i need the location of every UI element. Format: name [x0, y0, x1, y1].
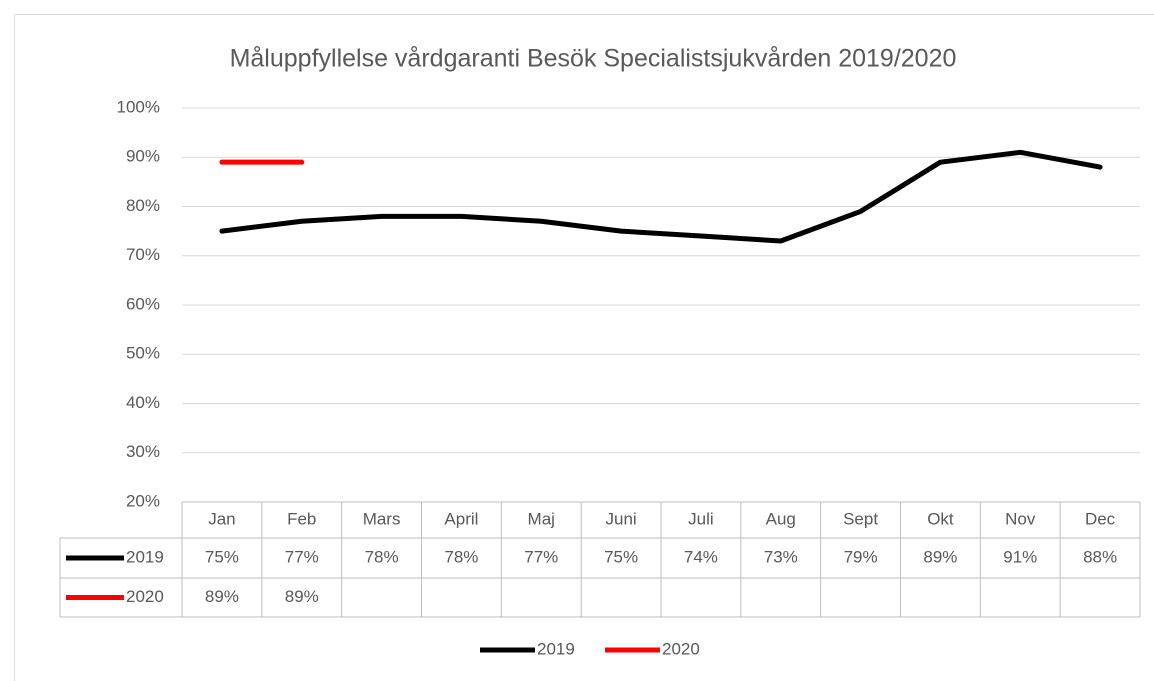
y-tick-label: 60%: [126, 294, 160, 313]
x-tick-label: April: [444, 509, 478, 528]
table-value: 88%: [1083, 547, 1117, 566]
table-value: 89%: [923, 547, 957, 566]
x-tick-label: Nov: [1005, 509, 1036, 528]
x-tick-label: Jan: [208, 509, 235, 528]
y-tick-label: 50%: [126, 344, 160, 363]
table-series-name: 2020: [126, 587, 164, 606]
x-tick-label: Maj: [528, 509, 555, 528]
table-value: 89%: [205, 587, 239, 606]
x-tick-label: Aug: [766, 509, 796, 528]
y-tick-label: 40%: [126, 393, 160, 412]
y-tick-label: 30%: [126, 442, 160, 461]
table-value: 78%: [365, 547, 399, 566]
table-value: 79%: [844, 547, 878, 566]
x-tick-label: Juli: [688, 509, 714, 528]
series-line: [219, 149, 1103, 244]
table-series-name: 2019: [126, 547, 164, 566]
table-value: 73%: [764, 547, 798, 566]
chart-title: Måluppfyllelse vårdgaranti Besök Special…: [230, 45, 957, 73]
y-tick-label: 80%: [126, 196, 160, 215]
y-tick-label: 90%: [126, 147, 160, 166]
table-value: 78%: [444, 547, 478, 566]
y-tick-label: 70%: [126, 245, 160, 264]
table-value: 91%: [1003, 547, 1037, 566]
table-value: 75%: [604, 547, 638, 566]
x-tick-label: Sept: [843, 509, 878, 528]
y-tick-label: 20%: [126, 491, 160, 510]
y-tick-label: 100%: [117, 97, 160, 116]
legend-label: 2020: [662, 639, 700, 658]
x-tick-label: Dec: [1085, 509, 1116, 528]
x-tick-label: Okt: [927, 509, 954, 528]
table-value: 75%: [205, 547, 239, 566]
table-value: 77%: [524, 547, 558, 566]
table-value: 77%: [285, 547, 319, 566]
x-tick-label: Mars: [363, 509, 401, 528]
x-tick-label: Juni: [605, 509, 636, 528]
x-tick-label: Feb: [287, 509, 316, 528]
table-value: 89%: [285, 587, 319, 606]
table-value: 74%: [684, 547, 718, 566]
legend-label: 2019: [537, 639, 575, 658]
